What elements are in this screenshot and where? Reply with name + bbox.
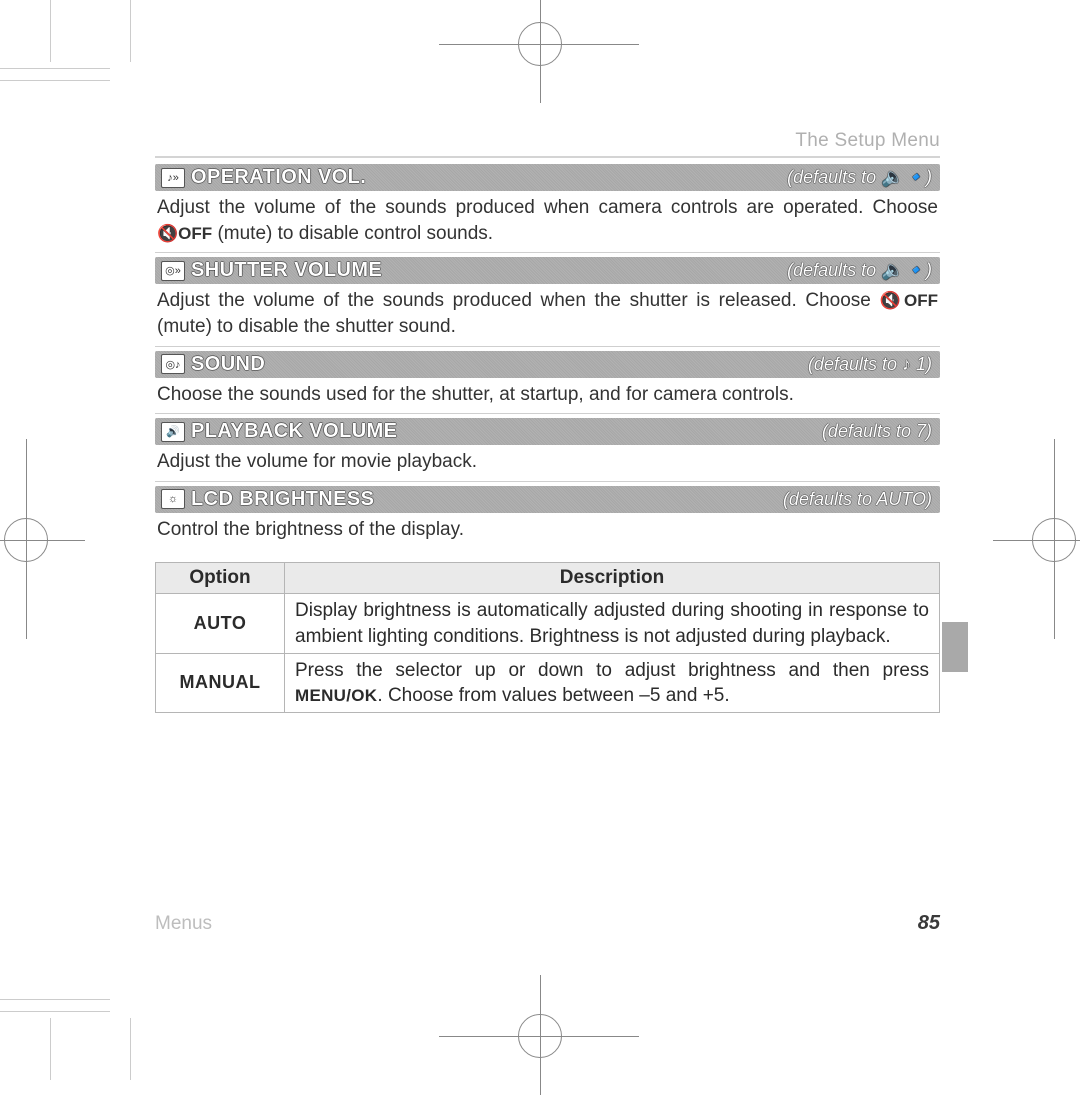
operation-vol-icon: ♪»: [161, 168, 185, 188]
crop-mark-top: [518, 22, 562, 66]
section-title: PLAYBACK VOLUME: [191, 420, 397, 443]
body-text: Adjust the volume of the sounds produced…: [157, 197, 938, 218]
table-row: MANUAL Press the selector up or down to …: [156, 653, 940, 712]
off-label: 🔇OFF: [880, 291, 939, 310]
col-option: Option: [156, 563, 285, 594]
table-row: AUTO Display brightness is automatically…: [156, 594, 940, 653]
body-text: Adjust the volume of the sounds produced…: [157, 290, 880, 311]
bleed-line: [0, 80, 110, 81]
section-heading-bar: ☼ LCD BRIGHTNESS (defaults to AUTO): [155, 486, 940, 513]
desc-text: Press the selector up or down to adjust …: [295, 660, 929, 681]
crop-mark-right: [1032, 518, 1076, 562]
page-number: 85: [918, 912, 940, 935]
section-defaults: (defaults to 7): [822, 421, 932, 442]
bleed-line: [0, 68, 110, 69]
section-body: Control the brightness of the display.: [155, 513, 940, 545]
desc-text: . Choose from values between –5 and +5.: [377, 685, 729, 706]
section-body: Adjust the volume of the sounds produced…: [155, 284, 940, 341]
body-text: (mute) to disable control sounds.: [212, 223, 493, 244]
thumb-tab: [942, 622, 968, 672]
bleed-line: [130, 1018, 131, 1080]
footer-label: Menus: [155, 913, 212, 935]
section-title: LCD BRIGHTNESS: [191, 488, 374, 511]
section-title: SHUTTER VOLUME: [191, 259, 382, 282]
section-body: Adjust the volume for movie playback.: [155, 445, 940, 477]
page-content: The Setup Menu ♪» OPERATION VOL. (defaul…: [155, 130, 940, 713]
section-heading-bar: ♪» OPERATION VOL. (defaults to 🔈🔹): [155, 164, 940, 191]
section-heading-bar: ◎♪ SOUND (defaults to ♪ 1): [155, 351, 940, 378]
section-defaults: (defaults to AUTO): [783, 489, 932, 510]
table-header-row: Option Description: [156, 563, 940, 594]
section-lcd-brightness: ☼ LCD BRIGHTNESS (defaults to AUTO) Cont…: [155, 486, 940, 549]
col-description: Description: [285, 563, 940, 594]
section-shutter-volume: ◎» SHUTTER VOLUME (defaults to 🔈🔹) Adjus…: [155, 257, 940, 346]
section-title: OPERATION VOL.: [191, 166, 366, 189]
sound-icon: ◎♪: [161, 354, 185, 374]
playback-volume-icon: 🔊: [161, 422, 185, 442]
off-label: 🔇OFF: [157, 224, 212, 243]
section-title: SOUND: [191, 353, 265, 376]
section-defaults: (defaults to 🔈🔹): [787, 260, 932, 281]
body-text: (mute) to disable the shutter sound.: [157, 316, 456, 337]
running-head: The Setup Menu: [155, 130, 940, 158]
option-desc: Press the selector up or down to adjust …: [285, 653, 940, 712]
section-sound: ◎♪ SOUND (defaults to ♪ 1) Choose the so…: [155, 351, 940, 415]
bleed-line: [0, 1011, 110, 1012]
section-defaults: (defaults to ♪ 1): [808, 354, 932, 375]
shutter-volume-icon: ◎»: [161, 261, 185, 281]
section-heading-bar: 🔊 PLAYBACK VOLUME (defaults to 7): [155, 418, 940, 445]
page-footer: Menus 85: [155, 912, 940, 935]
bleed-line: [50, 0, 51, 62]
section-body: Choose the sounds used for the shutter, …: [155, 378, 940, 410]
crop-mark-left: [4, 518, 48, 562]
option-key: AUTO: [156, 594, 285, 653]
options-table: Option Description AUTO Display brightne…: [155, 562, 940, 712]
section-playback-volume: 🔊 PLAYBACK VOLUME (defaults to 7) Adjust…: [155, 418, 940, 482]
section-body: Adjust the volume of the sounds produced…: [155, 191, 940, 248]
section-defaults: (defaults to 🔈🔹): [787, 167, 932, 188]
option-key: MANUAL: [156, 653, 285, 712]
section-operation-vol: ♪» OPERATION VOL. (defaults to 🔈🔹) Adjus…: [155, 164, 940, 253]
lcd-brightness-icon: ☼: [161, 489, 185, 509]
bleed-line: [0, 999, 110, 1000]
bleed-line: [50, 1018, 51, 1080]
menu-ok-label: MENU/OK: [295, 686, 377, 705]
bleed-line: [130, 0, 131, 62]
section-heading-bar: ◎» SHUTTER VOLUME (defaults to 🔈🔹): [155, 257, 940, 284]
option-desc: Display brightness is automatically adju…: [285, 594, 940, 653]
crop-mark-bottom: [518, 1014, 562, 1058]
